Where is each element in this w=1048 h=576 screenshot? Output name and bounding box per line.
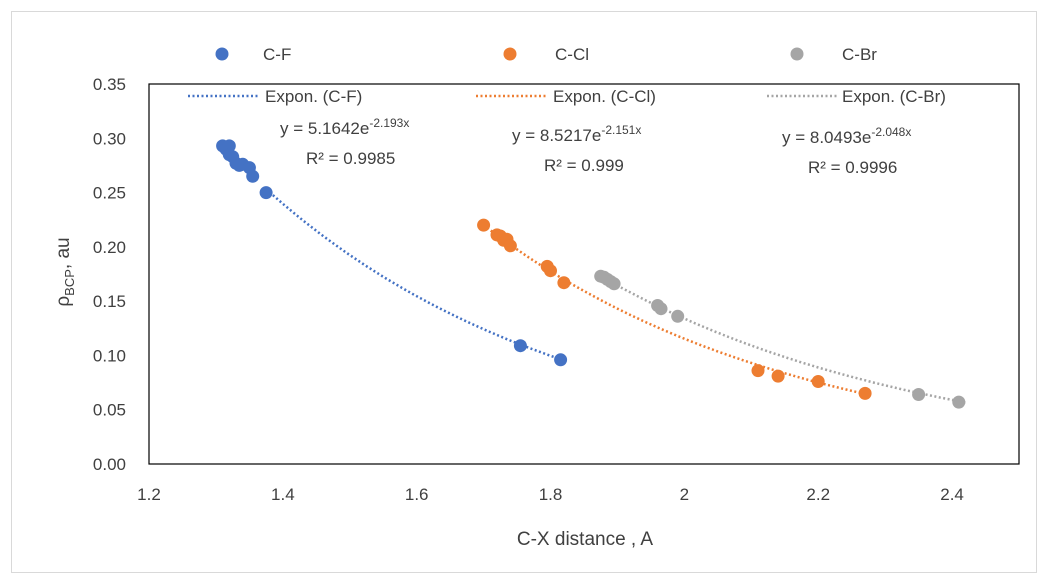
- y-axis-label-sub: BCP: [62, 269, 77, 296]
- legend-trend-label-c-br: Expon. (C-Br): [842, 87, 946, 106]
- x-tick-labels: 1.2 1.4 1.6 1.8 2 2.2 2.4: [137, 485, 964, 504]
- data-point-c-cl: [557, 276, 571, 290]
- trend-equations: y = 5.1642e-2.193x R² = 0.9985 y = 8.5217e…: [280, 116, 911, 177]
- data-point-c-f: [246, 169, 260, 183]
- data-point-c-cl: [503, 239, 517, 253]
- legend-marker-c-br: [790, 47, 804, 61]
- data-point-c-cl: [477, 218, 491, 232]
- trend-equation-exponent: -2.048x: [871, 125, 911, 139]
- y-tick-label: 0.00: [93, 455, 126, 474]
- trend-r-squared-c-br: R² = 0.9996: [808, 158, 897, 177]
- legend-marker-c-cl: [503, 47, 517, 61]
- data-point-c-cl: [858, 386, 872, 400]
- y-tick-label: 0.05: [93, 401, 126, 420]
- x-tick-label: 2: [680, 485, 689, 504]
- y-axis-label-main: ρ: [53, 296, 74, 307]
- legend-label-c-br: C-Br: [842, 45, 877, 64]
- legend: C-F Expon. (C-F) C-Cl Expon. (C-Cl) C-Br Expo…: [188, 45, 946, 106]
- legend-marker-c-f: [215, 47, 229, 61]
- data-point-c-f: [513, 339, 527, 353]
- trendline-c-br: [596, 273, 966, 404]
- y-tick-labels: 0.00 0.05 0.10 0.15 0.20 0.25 0.30 0.35: [93, 75, 126, 474]
- data-point-c-br: [952, 395, 966, 409]
- plot-area: [148, 83, 1020, 465]
- trend-equation-exponent: -2.151x: [601, 123, 641, 137]
- data-point-c-cl: [751, 364, 765, 378]
- trend-equation-c-cl: y = 8.5217e-2.151x: [512, 123, 641, 145]
- trendline-c-cl: [482, 224, 866, 396]
- trend-r-squared-c-cl: R² = 0.999: [544, 156, 624, 175]
- y-axis-label: ρBCP, au: [53, 237, 77, 306]
- y-tick-label: 0.25: [93, 184, 126, 203]
- data-point-c-br: [654, 302, 668, 316]
- trend-equation-c-f: y = 5.1642e-2.193x: [280, 116, 409, 138]
- data-point-c-br: [912, 388, 926, 401]
- data-point-c-f: [554, 353, 568, 367]
- trend-equation-main: y = 5.1642e: [280, 119, 369, 138]
- x-tick-label: 1.6: [405, 485, 429, 504]
- x-tick-label: 1.8: [539, 485, 563, 504]
- trendline-c-f: [268, 191, 565, 362]
- y-tick-label: 0.35: [93, 75, 126, 94]
- x-tick-label: 1.4: [271, 485, 295, 504]
- trend-equation-main: y = 8.5217e: [512, 126, 601, 145]
- x-tick-label: 2.2: [806, 485, 830, 504]
- y-axis-label-tail: , au: [53, 237, 74, 269]
- data-point-c-cl: [544, 264, 557, 278]
- trend-r-squared-c-f: R² = 0.9985: [306, 149, 395, 168]
- x-tick-label: 1.2: [137, 485, 161, 504]
- y-tick-label: 0.15: [93, 292, 126, 311]
- y-tick-label: 0.30: [93, 129, 126, 148]
- trend-equation-main: y = 8.0493e: [782, 128, 871, 147]
- y-tick-label: 0.20: [93, 238, 126, 257]
- x-axis-label: C-X distance , A: [517, 529, 654, 550]
- data-point-c-cl: [811, 375, 825, 388]
- legend-label-c-cl: C-Cl: [555, 45, 589, 64]
- data-point-c-cl: [771, 369, 785, 383]
- legend-label-c-f: C-F: [263, 45, 291, 64]
- y-tick-label: 0.10: [93, 346, 126, 365]
- data-point-c-br: [671, 309, 685, 323]
- legend-trend-label-c-cl: Expon. (C-Cl): [553, 87, 656, 106]
- data-point-c-br: [607, 277, 621, 291]
- trend-equation-c-br: y = 8.0493e-2.048x: [782, 125, 911, 147]
- data-point-c-f: [259, 186, 273, 200]
- trendlines: [268, 191, 966, 404]
- x-tick-label: 2.4: [940, 485, 964, 504]
- chart-frame: [11, 11, 1037, 573]
- legend-trend-label-c-f: Expon. (C-F): [265, 87, 362, 106]
- trend-equation-exponent: -2.193x: [369, 116, 409, 130]
- data-points: [216, 139, 966, 409]
